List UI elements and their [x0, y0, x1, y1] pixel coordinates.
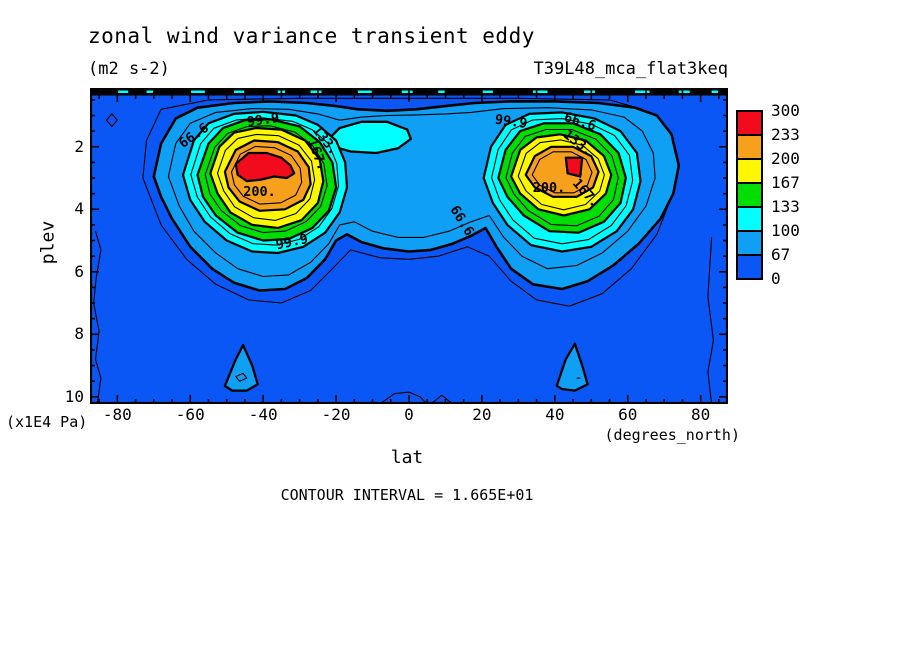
x-tick-label: 80: [691, 405, 711, 424]
top-strip-dash: [401, 90, 413, 94]
top-strip-dash: [481, 90, 493, 94]
left-lobe-thin: [216, 133, 316, 221]
y-tick-label: 10: [64, 386, 84, 406]
colorbar-cell-blue0: [736, 254, 763, 280]
colorbar-cell-blue1: [736, 230, 763, 256]
x-axis-unit-label: (degrees_north): [604, 426, 740, 444]
top-strip-dash: [678, 90, 690, 94]
x-tick-label: 20: [472, 405, 492, 424]
thin-edge-right: [707, 237, 714, 404]
thin-ring-83.25: [167, 107, 656, 278]
y-tick-label: 4: [74, 199, 84, 219]
x-tick-label: -60: [175, 405, 205, 424]
top-strip-dash: [438, 90, 446, 94]
bottom-blob-right: [555, 342, 589, 392]
plot-frame: [90, 88, 728, 404]
lens-99.9: [327, 120, 412, 155]
right-lobe-thin: [531, 151, 593, 194]
colorbar-label: 200: [771, 149, 800, 168]
top-strip-dash: [635, 90, 650, 94]
run-label: T39L48_mca_flat3keq: [533, 59, 728, 79]
left-lobe-thin: [230, 145, 303, 205]
bottom-blob-left: [223, 344, 259, 392]
top-strip-dash: [310, 90, 322, 94]
thin-bottom-bump-1: [379, 391, 428, 404]
x-tick-label: -40: [248, 405, 278, 424]
left-lobe-233.1: [234, 151, 296, 183]
colorbar-label: 133: [771, 197, 800, 216]
right-lobe-thin: [491, 118, 634, 245]
top-strip-dash: [190, 90, 205, 94]
left-lobe-thin: [204, 125, 328, 234]
y-tick-label: 8: [74, 324, 84, 344]
contour-line-label: 200.: [243, 184, 276, 200]
colorbar-label: 0: [771, 269, 781, 288]
thin-edge-left: [93, 231, 102, 404]
colorbar-cell-cyan: [736, 206, 763, 232]
top-strip-dash: [711, 90, 719, 94]
y-tick-label: 2: [74, 136, 84, 156]
y-axis-unit-label: (x1E4 Pa): [6, 413, 88, 431]
x-tick-label: 40: [545, 405, 565, 424]
contour-line-label: 99.9: [494, 112, 528, 132]
top-strip-dash: [357, 90, 373, 94]
contour-interval-caption: CONTOUR INTERVAL = 1.665E+01: [280, 486, 534, 504]
right-lobe-thin: [517, 139, 605, 211]
y-tick-label: 6: [74, 261, 84, 281]
colorbar-label: 67: [771, 245, 791, 264]
x-tick-label: 0: [404, 405, 414, 424]
page-title: zonal wind variance transient eddy: [88, 24, 535, 48]
thin-bottom-bump-2: [430, 394, 454, 404]
colorbar-label: 300: [771, 101, 800, 120]
top-strip-dash: [146, 90, 154, 94]
x-tick-label: 60: [618, 405, 638, 424]
top-strip-dash: [117, 90, 129, 94]
colorbar-cell-green: [736, 182, 763, 208]
colorbar-cell-orange: [736, 134, 763, 160]
colorbar-label: 100: [771, 221, 800, 240]
contour-line-label: 200.: [533, 180, 566, 196]
units-label: (m2 s-2): [88, 59, 170, 79]
top-strip-dash: [532, 90, 548, 94]
contour-line-label: 99.9: [246, 110, 280, 130]
right-lobe-233.1: [564, 156, 584, 178]
colorbar-cell-yellow: [736, 158, 763, 184]
x-tick-label: -20: [321, 405, 351, 424]
x-axis-label: lat: [390, 447, 424, 468]
left-lobe-thin: [190, 117, 340, 246]
top-strip-dash: [234, 90, 245, 94]
bottom-blob-left-inner: [235, 372, 248, 382]
thin-diamond: [105, 113, 118, 127]
contour-line-label: 99.9: [274, 231, 309, 253]
right-lobe-thin: [505, 128, 619, 227]
colorbar-cell-red: [736, 110, 763, 136]
colorbar-label: 167: [771, 173, 800, 192]
x-tick-label: -80: [102, 405, 132, 424]
colorbar-label: 233: [771, 125, 800, 144]
top-strip-dash: [583, 90, 595, 94]
